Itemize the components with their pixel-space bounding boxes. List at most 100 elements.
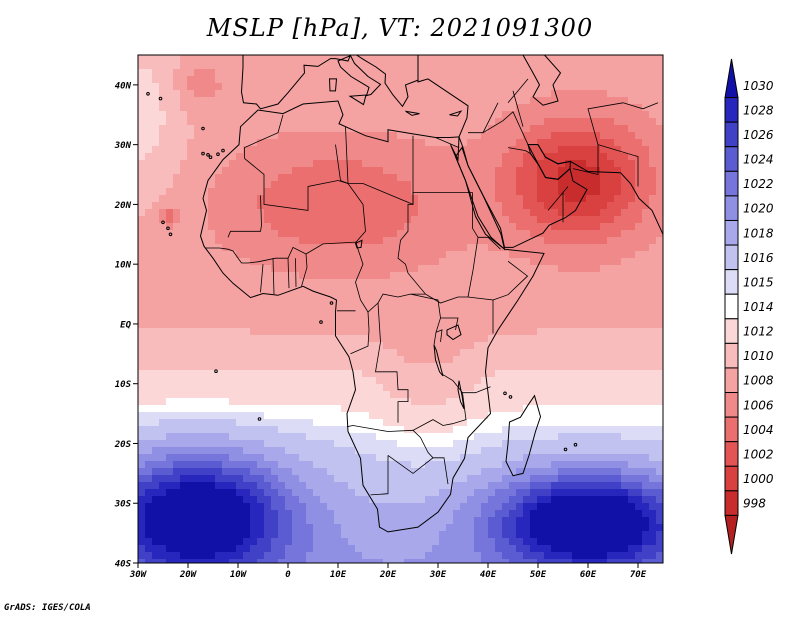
field-cell [460, 55, 468, 63]
field-cell [411, 419, 419, 427]
field-cell [271, 510, 279, 518]
field-cell [439, 83, 447, 91]
field-cell [292, 209, 300, 217]
field-cell [572, 412, 580, 420]
field-cell [159, 475, 167, 483]
field-cell [523, 181, 531, 189]
field-cell [285, 216, 293, 224]
field-cell [432, 237, 440, 245]
field-cell [509, 482, 517, 490]
field-cell [264, 139, 272, 147]
field-cell [579, 146, 587, 154]
field-cell [495, 321, 503, 329]
field-cell [320, 384, 328, 392]
field-cell [271, 55, 279, 63]
field-cell [411, 153, 419, 161]
field-cell [187, 384, 195, 392]
field-cell [397, 419, 405, 427]
field-cell [656, 426, 663, 434]
field-cell [166, 272, 174, 280]
field-cell [166, 83, 174, 91]
field-cell [327, 314, 335, 322]
field-cell [467, 342, 475, 350]
field-cell [180, 405, 188, 413]
field-cell [222, 230, 230, 238]
field-cell [614, 174, 622, 182]
field-cell [460, 90, 468, 98]
field-cell [502, 510, 510, 518]
field-cell [222, 356, 230, 364]
field-cell [334, 174, 342, 182]
field-cell [215, 265, 223, 273]
field-cell [320, 237, 328, 245]
field-cell [614, 167, 622, 175]
field-cell [166, 118, 174, 126]
field-cell [383, 405, 391, 413]
field-cell [313, 489, 321, 497]
field-cell [614, 251, 622, 259]
field-cell [558, 258, 566, 266]
field-cell [537, 419, 545, 427]
field-cell [537, 440, 545, 448]
field-cell [656, 174, 663, 182]
field-cell [362, 62, 370, 70]
field-cell [586, 426, 594, 434]
field-cell [544, 97, 552, 105]
field-cell [551, 447, 559, 455]
field-cell [180, 412, 188, 420]
field-cell [383, 370, 391, 378]
field-cell [145, 202, 153, 210]
field-cell [285, 90, 293, 98]
field-cell [523, 83, 531, 91]
field-cell [236, 433, 244, 441]
field-cell [460, 62, 468, 70]
field-cell [264, 118, 272, 126]
field-cell [376, 517, 384, 525]
field-cell [355, 426, 363, 434]
field-cell [222, 209, 230, 217]
field-cell [292, 188, 300, 196]
field-cell [425, 412, 433, 420]
field-cell [635, 377, 643, 385]
field-cell [208, 167, 216, 175]
field-cell [565, 265, 573, 273]
field-cell [621, 356, 629, 364]
field-cell [152, 321, 160, 329]
field-cell [593, 216, 601, 224]
field-cell [271, 153, 279, 161]
field-cell [565, 62, 573, 70]
field-cell [369, 440, 377, 448]
field-cell [313, 419, 321, 427]
field-cell [509, 342, 517, 350]
field-cell [418, 510, 426, 518]
field-cell [579, 55, 587, 63]
field-cell [516, 405, 524, 413]
field-cell [411, 447, 419, 455]
field-cell [334, 405, 342, 413]
field-cell [628, 300, 636, 308]
field-cell [453, 286, 461, 294]
field-cell [635, 314, 643, 322]
field-cell [467, 356, 475, 364]
field-cell [173, 97, 181, 105]
field-cell [369, 335, 377, 343]
field-cell [481, 426, 489, 434]
field-cell [586, 83, 594, 91]
field-cell [152, 405, 160, 413]
field-cell [453, 475, 461, 483]
field-cell [313, 391, 321, 399]
field-cell [516, 272, 524, 280]
field-cell [432, 62, 440, 70]
field-cell [656, 69, 663, 77]
field-cell [572, 356, 580, 364]
field-cell [327, 517, 335, 525]
field-cell [320, 188, 328, 196]
field-cell [551, 440, 559, 448]
field-cell [264, 188, 272, 196]
field-cell [362, 90, 370, 98]
field-cell [432, 377, 440, 385]
field-cell [362, 167, 370, 175]
field-cell [341, 265, 349, 273]
field-cell [635, 321, 643, 329]
field-cell [285, 300, 293, 308]
